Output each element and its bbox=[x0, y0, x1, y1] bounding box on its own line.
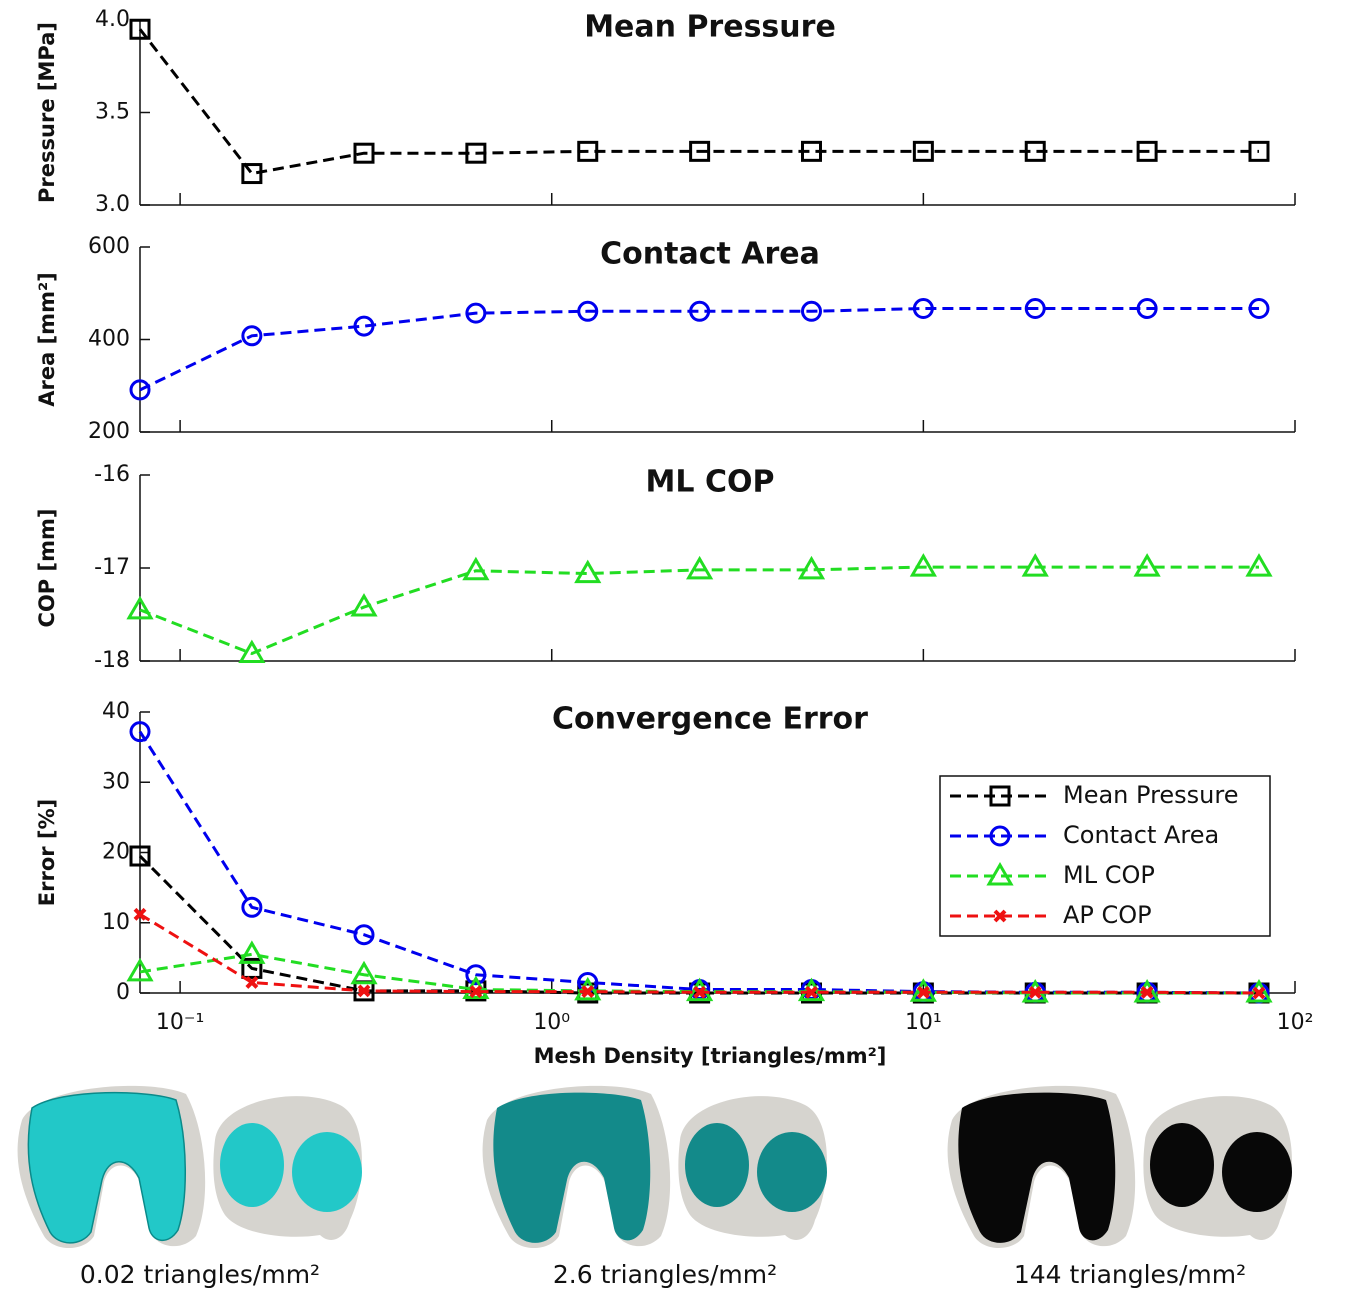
y-tick-label: 10 bbox=[102, 910, 130, 935]
y-axis-label: Area [mm²] bbox=[35, 272, 59, 407]
y-tick-label: -17 bbox=[94, 555, 130, 580]
chart-title: Contact Area bbox=[600, 237, 820, 272]
chart-title: ML COP bbox=[646, 465, 775, 500]
y-tick-label: 3.5 bbox=[95, 100, 130, 125]
y-tick-label: 600 bbox=[88, 234, 130, 259]
chart-title: Convergence Error bbox=[552, 702, 868, 737]
figure: 0.02 triangles/mm² 2.6 triangles/mm² 144… bbox=[0, 0, 1351, 1294]
mesh-image bbox=[948, 1086, 1292, 1248]
series-line bbox=[140, 29, 1259, 173]
x-axis-label: Mesh Density [triangles/mm²] bbox=[534, 1044, 887, 1068]
x-tick-label: 10⁻¹ bbox=[156, 1010, 204, 1035]
y-tick-label: 30 bbox=[102, 769, 130, 794]
mesh-image bbox=[483, 1086, 827, 1248]
x-tick-label: 10¹ bbox=[905, 1010, 942, 1035]
mesh-image bbox=[18, 1086, 362, 1248]
y-axis-label: Error [%] bbox=[35, 799, 59, 906]
series-line bbox=[140, 567, 1259, 653]
y-tick-label: 20 bbox=[102, 840, 130, 865]
y-tick-label: 0 bbox=[116, 980, 130, 1005]
data-point bbox=[247, 977, 257, 987]
legend-label: Mean Pressure bbox=[1063, 781, 1239, 809]
image-caption: 2.6 triangles/mm² bbox=[553, 1260, 777, 1289]
x-tick-label: 10² bbox=[1277, 1010, 1314, 1035]
legend-label: ML COP bbox=[1063, 861, 1155, 889]
legend-label: AP COP bbox=[1063, 901, 1152, 929]
y-tick-label: -18 bbox=[94, 648, 130, 673]
y-tick-label: 3.0 bbox=[95, 192, 130, 217]
y-tick-label: -16 bbox=[94, 462, 130, 487]
y-axis-label: COP [mm] bbox=[35, 509, 59, 628]
y-axis-label: Pressure [MPa] bbox=[35, 22, 59, 203]
image-caption: 144 triangles/mm² bbox=[1014, 1260, 1246, 1289]
image-caption: 0.02 triangles/mm² bbox=[80, 1260, 320, 1289]
y-tick-label: 400 bbox=[88, 327, 130, 352]
chart-title: Mean Pressure bbox=[584, 10, 836, 45]
legend-label: Contact Area bbox=[1063, 821, 1219, 849]
y-tick-label: 200 bbox=[88, 419, 130, 444]
y-tick-label: 40 bbox=[102, 699, 130, 724]
y-tick-label: 4.0 bbox=[95, 7, 130, 32]
x-tick-label: 10⁰ bbox=[533, 1010, 570, 1035]
